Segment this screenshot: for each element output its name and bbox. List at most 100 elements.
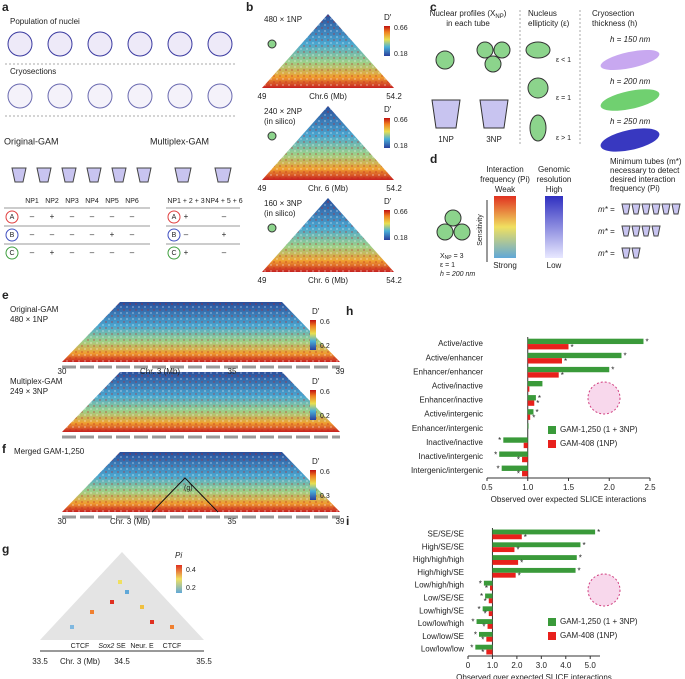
table-header: NP1 [25,198,39,205]
significance: * [564,357,567,366]
significance: * [481,635,484,644]
significance: * [597,528,600,537]
label: High [546,185,562,194]
panel-letter: e [2,288,9,302]
label: XNP = 3 [440,253,464,261]
label: Neur. E [130,643,154,650]
label: Interaction [486,165,523,174]
label: Chr. 3 (Mb) [140,367,180,376]
significance: * [474,630,477,639]
table-header: NP4 + 5 + 6 [205,198,242,205]
label: ε = 1 [440,262,455,269]
label: 0.2 [320,343,330,350]
bar [501,465,528,471]
bar [492,572,516,578]
bar [492,567,576,573]
row-marker [5,246,19,260]
label: Sensitivity [477,214,484,246]
significance: * [582,541,585,550]
bar [492,529,596,535]
significance: * [578,566,581,575]
panel-letter: b [246,0,253,14]
heatmap-texture [262,198,394,272]
x-tick-label: 3.0 [536,661,548,670]
table-cell: + [184,248,189,257]
row-name: B [10,232,15,239]
tables: NP1 NP2 NP3 NP4 NP5 NP6 NP1 + 2 + 3 NP4 + 5 + 6… [5,198,243,260]
label: Weak [495,185,516,194]
x-axis-label: Observed over expected SLICE interaction… [456,673,612,679]
label: Low [547,261,562,270]
label: m* = [598,249,615,258]
table-cell: – [130,248,135,257]
label: 3NP [486,135,502,144]
table-cell: – [70,212,75,221]
category-label: Low/low/SE [422,632,464,641]
table-cell: + [222,230,227,239]
label: 249 × 3NP [10,387,48,396]
bar [492,555,577,560]
row-marker [5,228,19,242]
bar [527,395,536,401]
table-cell: – [222,212,227,221]
panel-letter: g [2,542,9,556]
row-name: C [9,250,14,257]
significance: * [571,343,574,352]
table-cell: – [222,248,227,257]
panel-letter: a [2,0,9,14]
label: ε = 1 [556,95,571,102]
label: Cryosection [592,9,634,18]
category-label: Active/enhancer [426,353,484,362]
legend-label: GAM-1,250 (1 + 3NP) [560,425,638,434]
table-header: NP1 + 2 + 3 [167,198,204,205]
bar [482,606,493,612]
colorbar-label: 0.18 [394,235,408,242]
significance: * [478,605,481,614]
x-tick-label: 2.0 [604,483,616,492]
label: Pi [175,551,182,560]
label: h = 150 nm [610,35,651,44]
bar [485,593,493,599]
label: 34.5 [114,657,130,666]
bar [487,624,493,629]
table-cell: – [70,230,75,239]
table-cell: – [70,248,75,257]
label: h = 200 nm [440,271,475,278]
label: h = 200 nm [610,77,651,86]
panel-letter: i [346,514,349,528]
row-marker [167,210,181,224]
row-name: A [10,214,15,221]
bar [492,534,522,540]
label: Chr. 3 (Mb) [60,657,100,666]
bar [527,372,559,378]
category-label: Enhancer/enhancer [413,367,483,376]
axis-label: 49 [258,276,267,285]
label: D′ [312,377,320,386]
significance: * [481,648,484,657]
significance: * [470,643,473,652]
bar [527,386,530,392]
label: Nucleus [528,9,557,18]
row-marker [167,228,181,242]
x-tick-label: 4.0 [560,661,572,670]
significance: * [471,618,474,627]
table-cell: – [184,230,189,239]
panel-c: c Nuclear profiles (XNP) in each tube 1N… [430,0,660,152]
x-tick-label: 0.5 [481,483,493,492]
significance: * [498,436,501,445]
nucleus [267,131,277,141]
legend-label: GAM-408 (1NP) [560,439,618,448]
label: CTCF [71,643,90,650]
bar [488,598,493,604]
table-cell: – [50,230,55,239]
bar [527,380,543,387]
bar [486,649,493,655]
tubes [11,167,232,183]
significance: * [645,337,648,346]
label: Population of nuclei [10,17,80,26]
bar [483,580,493,586]
bar [527,400,535,406]
panel-letter: h [346,304,353,318]
label: Original-GAM [10,305,59,314]
